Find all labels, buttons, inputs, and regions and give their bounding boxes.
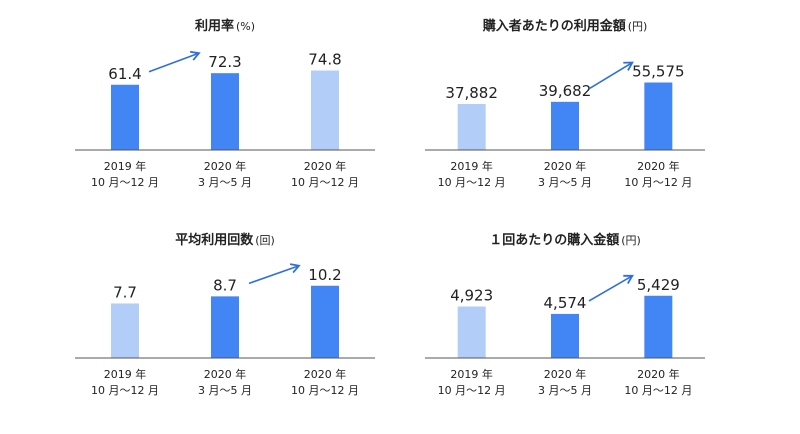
data-label: 8.7: [213, 276, 237, 294]
tick-label-year: 2020 年: [637, 367, 680, 381]
bar: [551, 313, 579, 358]
trend-arrow: [148, 50, 201, 73]
tick-label-year: 2019 年: [104, 367, 147, 381]
tick-label-period: 3 月〜5 月: [198, 384, 252, 397]
tick-label-period: 10 月〜12 月: [91, 176, 159, 189]
tick-label-period: 3 月〜5 月: [198, 176, 252, 189]
chart-title: 購入者あたりの利用金額 (円): [482, 18, 648, 34]
chart-title: 利用率 (%): [195, 18, 255, 34]
chart-title-unit: (円): [628, 20, 648, 33]
chart-title-text: 購入者あたりの利用金額: [482, 18, 626, 34]
tick-label-period: 10 月〜12 月: [91, 384, 159, 397]
tick-label-period: 10 月〜12 月: [291, 384, 359, 397]
bar: [457, 104, 486, 150]
chart-title-unit: (円): [621, 234, 641, 247]
data-label: 61.4: [108, 65, 141, 83]
bar: [644, 82, 673, 150]
data-label: 4,923: [450, 287, 493, 305]
data-label: 4,574: [544, 294, 587, 312]
tick-label-year: 2020 年: [637, 159, 680, 173]
data-label: 7.7: [113, 283, 137, 301]
bar: [311, 70, 339, 150]
chart-title: １回あたりの購入金額 (円): [489, 232, 641, 248]
trend-arrow: [588, 274, 634, 302]
tick-label-year: 2019 年: [450, 159, 493, 173]
bar: [111, 84, 139, 150]
chart-panel-2: 購入者あたりの利用金額 (円) 37,882 2019 年 10 月〜12 月 39,68…: [425, 18, 705, 189]
tick-label-year: 2020 年: [304, 367, 347, 381]
tick-label-period: 10 月〜12 月: [291, 176, 359, 189]
chart-title-text: 平均利用回数: [175, 232, 254, 248]
tick-label-period: 3 月〜5 月: [538, 384, 592, 397]
chart-title-text: 利用率: [195, 18, 234, 34]
data-label: 72.3: [208, 53, 241, 71]
bar: [211, 73, 239, 150]
tick-label-year: 2020 年: [304, 159, 347, 173]
bar: [111, 303, 139, 358]
chart-title-unit: (回): [255, 234, 275, 247]
tick-label-year: 2019 年: [450, 367, 493, 381]
chart-title-text: １回あたりの購入金額: [489, 232, 619, 248]
tick-label-period: 10 月〜12 月: [624, 176, 692, 189]
chart-title: 平均利用回数 (回): [175, 232, 275, 248]
bar: [551, 101, 579, 150]
bar: [311, 285, 339, 358]
tick-label-year: 2020 年: [544, 159, 587, 173]
tick-label-year: 2020 年: [204, 159, 247, 173]
bar: [644, 295, 673, 358]
tick-label-period: 10 月〜12 月: [438, 384, 506, 397]
tick-label-year: 2020 年: [204, 367, 247, 381]
data-label: 10.2: [308, 266, 341, 284]
tick-label-year: 2019 年: [104, 159, 147, 173]
trend-arrow: [588, 61, 634, 90]
chart-panel-4: １回あたりの購入金額 (円) 4,923 2019 年 10 月〜12 月 4,574 20…: [425, 232, 705, 397]
data-label: 74.8: [308, 51, 341, 69]
bar: [211, 296, 239, 358]
bar: [457, 306, 486, 358]
data-label: 37,882: [445, 84, 498, 102]
tick-label-period: 10 月〜12 月: [438, 176, 506, 189]
chart-panel-3: 平均利用回数 (回) 7.7 2019 年 10 月〜12 月 8.7 2020 年 3 月〜…: [75, 232, 375, 397]
tick-label-period: 10 月〜12 月: [624, 384, 692, 397]
tick-label-year: 2020 年: [544, 367, 587, 381]
chart-title-unit: (%): [236, 20, 255, 33]
data-label: 5,429: [637, 276, 680, 294]
tick-label-period: 3 月〜5 月: [538, 176, 592, 189]
chart-panel-1: 利用率 (%) 61.4 2019 年 10 月〜12 月 72.3 2020 年 3 月〜5…: [75, 18, 375, 189]
trend-arrow: [248, 263, 301, 285]
data-label: 39,682: [539, 82, 592, 100]
data-label: 55,575: [632, 63, 685, 81]
